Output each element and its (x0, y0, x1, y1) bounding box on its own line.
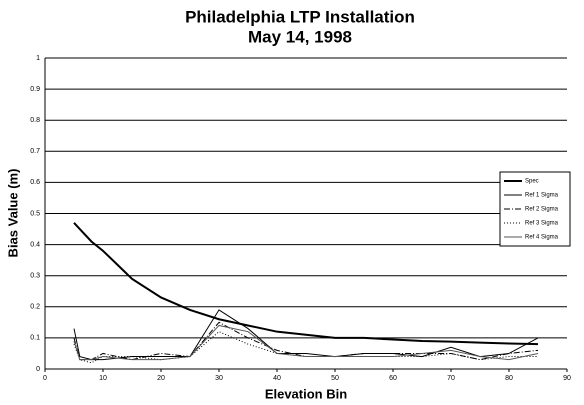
x-tick-label: 80 (505, 375, 513, 382)
x-tick-label: 10 (99, 375, 107, 382)
x-axis-label: Elevation Bin (265, 386, 347, 401)
series-line (73, 324, 539, 361)
x-tick-label: 60 (389, 375, 397, 382)
x-tick-label: 70 (447, 375, 455, 382)
x-tick-label: 20 (157, 375, 165, 382)
y-tick-label: 0.6 (30, 179, 40, 186)
y-axis-label: Bias Value (m) (5, 169, 20, 258)
chart-title: Philadelphia LTP Installation (185, 7, 415, 26)
legend-label: Ref 2 Sigma (525, 207, 559, 213)
x-tick-label: 40 (273, 375, 281, 382)
series-line (73, 331, 538, 364)
y-tick-label: 0.7 (30, 148, 40, 155)
legend-label: Spec (525, 179, 539, 185)
legend-label: Ref 4 Sigma (525, 235, 559, 241)
series-line (73, 321, 539, 361)
y-tick-label: 0 (36, 366, 40, 373)
y-tick-label: 0.9 (30, 86, 40, 93)
y-tick-label: 0.1 (30, 335, 40, 342)
y-tick-label: 0.8 (30, 117, 40, 124)
x-tick-label: 90 (563, 375, 571, 382)
series-line (73, 222, 539, 346)
legend-label: Ref 3 Sigma (525, 221, 559, 227)
legend-box (499, 171, 571, 247)
y-tick-label: 1 (36, 55, 40, 62)
y-tick-label: 0.5 (30, 210, 40, 217)
x-tick-label: 0 (43, 375, 47, 382)
y-tick-label: 0.2 (30, 304, 40, 311)
y-tick-label: 0.4 (30, 241, 40, 248)
x-tick-label: 30 (215, 375, 223, 382)
legend-label: Ref 1 Sigma (525, 193, 559, 199)
x-tick-label: 50 (331, 375, 339, 382)
y-tick-label: 0.3 (30, 273, 40, 280)
chart-subtitle: May 14, 1998 (248, 27, 352, 46)
